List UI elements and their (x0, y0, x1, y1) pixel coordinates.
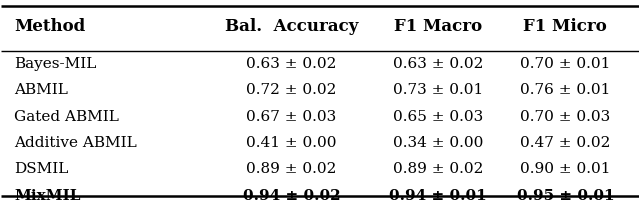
Text: Bal.  Accuracy: Bal. Accuracy (225, 18, 358, 35)
Text: 0.72 ± 0.02: 0.72 ± 0.02 (246, 83, 337, 97)
Text: Method: Method (14, 18, 85, 35)
Text: 0.94 ± 0.01: 0.94 ± 0.01 (389, 188, 487, 202)
Text: 0.65 ± 0.03: 0.65 ± 0.03 (393, 109, 483, 123)
Text: 0.67 ± 0.03: 0.67 ± 0.03 (246, 109, 337, 123)
Text: 0.63 ± 0.02: 0.63 ± 0.02 (393, 57, 483, 71)
Text: MixMIL: MixMIL (14, 188, 81, 202)
Text: 0.34 ± 0.00: 0.34 ± 0.00 (393, 135, 483, 149)
Text: F1 Micro: F1 Micro (524, 18, 607, 35)
Text: 0.95 ± 0.01: 0.95 ± 0.01 (516, 188, 614, 202)
Text: Bayes-MIL: Bayes-MIL (14, 57, 97, 71)
Text: 0.89 ± 0.02: 0.89 ± 0.02 (393, 162, 483, 175)
Text: 0.41 ± 0.00: 0.41 ± 0.00 (246, 135, 337, 149)
Text: DSMIL: DSMIL (14, 162, 68, 175)
Text: 0.70 ± 0.03: 0.70 ± 0.03 (520, 109, 611, 123)
Text: F1 Macro: F1 Macro (394, 18, 482, 35)
Text: 0.94 ± 0.02: 0.94 ± 0.02 (243, 188, 340, 202)
Text: Additive ABMIL: Additive ABMIL (14, 135, 137, 149)
Text: Gated ABMIL: Gated ABMIL (14, 109, 119, 123)
Text: 0.73 ± 0.01: 0.73 ± 0.01 (393, 83, 483, 97)
Text: 0.89 ± 0.02: 0.89 ± 0.02 (246, 162, 337, 175)
Text: 0.76 ± 0.01: 0.76 ± 0.01 (520, 83, 611, 97)
Text: 0.47 ± 0.02: 0.47 ± 0.02 (520, 135, 611, 149)
Text: ABMIL: ABMIL (14, 83, 68, 97)
Text: 0.90 ± 0.01: 0.90 ± 0.01 (520, 162, 611, 175)
Text: 0.63 ± 0.02: 0.63 ± 0.02 (246, 57, 337, 71)
Text: 0.70 ± 0.01: 0.70 ± 0.01 (520, 57, 611, 71)
